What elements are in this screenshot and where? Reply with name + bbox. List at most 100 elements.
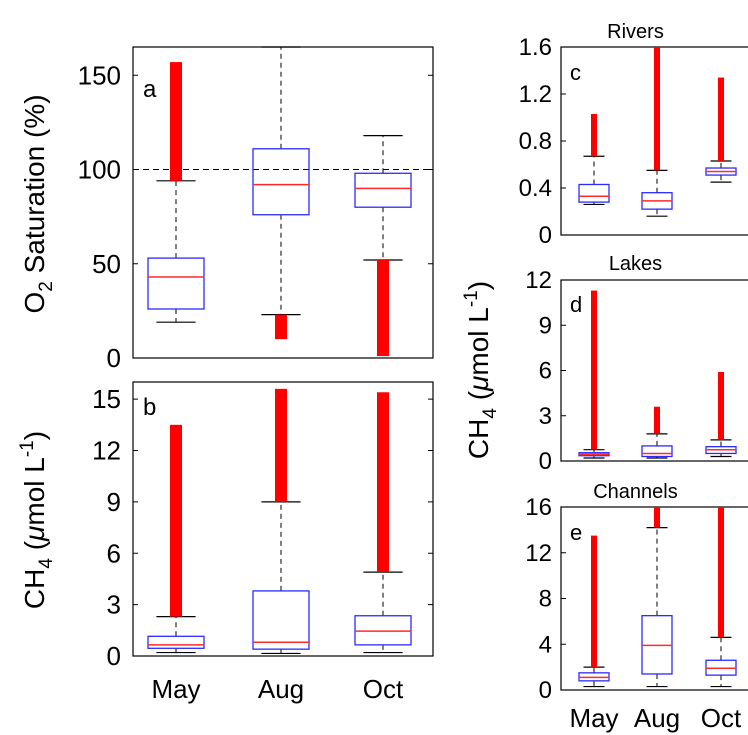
y-tick-label: 6 xyxy=(107,538,121,568)
y-tick-label: 9 xyxy=(539,312,552,339)
panel-c xyxy=(560,46,748,236)
panel-a xyxy=(132,46,434,359)
y-tick-label: 0.4 xyxy=(519,175,552,202)
outlier-stack xyxy=(170,62,182,181)
box-body xyxy=(252,148,310,216)
box-may xyxy=(578,290,610,459)
y-axis-label-b: CH4 (μmol L-1) xyxy=(17,431,57,609)
box-aug xyxy=(641,47,673,217)
box-body xyxy=(578,183,610,203)
box-body xyxy=(354,615,412,646)
panel-letter: a xyxy=(143,76,157,103)
outlier-stack xyxy=(591,113,597,157)
outlier-stack xyxy=(654,47,660,171)
outlier-stack xyxy=(591,290,597,450)
y-axis-label-b-part: CH xyxy=(19,569,50,609)
y-axis-label-right-part: mol L xyxy=(463,307,494,375)
box-body xyxy=(147,257,205,310)
y-tick-label: 0 xyxy=(539,677,552,704)
y-axis-label-right-part: 4 xyxy=(480,408,501,419)
y-axis-label-a-part: O xyxy=(19,292,50,314)
y-tick-label: 1.2 xyxy=(519,81,552,108)
box-oct xyxy=(705,507,737,688)
y-tick-label: 15 xyxy=(92,384,121,414)
outlier-stack xyxy=(377,259,389,357)
x-tick-label: Aug xyxy=(258,674,304,704)
y-axis-label-right-part: ( xyxy=(463,390,494,408)
y-axis-label-a-part: Saturation (%) xyxy=(19,94,50,281)
box-may xyxy=(147,424,205,654)
y-tick-label: 50 xyxy=(92,249,121,279)
panel-title: Lakes xyxy=(609,253,662,275)
x-tick-label: Oct xyxy=(363,674,404,704)
x-tick-label: May xyxy=(569,703,618,733)
y-axis-label-a: O2 Saturation (%) xyxy=(19,94,57,313)
x-tick-label: May xyxy=(151,674,200,704)
box-may xyxy=(578,113,610,206)
panel-letter: d xyxy=(570,292,582,317)
panel-d xyxy=(560,279,748,462)
y-axis-label-right-part: -1 xyxy=(461,290,482,307)
y-axis-label-b-part: mol L xyxy=(19,457,50,525)
panel-letter: c xyxy=(570,60,581,85)
box-oct xyxy=(705,77,737,183)
outlier-stack xyxy=(718,77,724,161)
panel-b-frame xyxy=(132,381,434,657)
outlier-stack xyxy=(170,424,182,617)
x-tick-label: Aug xyxy=(634,703,680,733)
panel-title: Rivers xyxy=(607,21,664,43)
panel-letter: b xyxy=(143,394,156,421)
y-tick-label: 0 xyxy=(107,641,121,671)
box-oct xyxy=(354,134,412,357)
y-axis-label-b-part: -1 xyxy=(17,440,38,457)
y-axis-label-b-part: ) xyxy=(19,431,50,440)
outlier-stack xyxy=(654,507,660,528)
y-axis-label-b-part: μ xyxy=(19,526,50,542)
y-tick-label: 9 xyxy=(107,487,121,517)
outlier-stack xyxy=(718,372,724,440)
y-axis-label-b-part: ( xyxy=(19,540,50,558)
box-body xyxy=(641,445,673,458)
y-axis-label-b-part: 4 xyxy=(36,558,57,569)
panel-b xyxy=(132,381,434,657)
outlier-stack xyxy=(718,507,724,638)
y-tick-label: 150 xyxy=(78,60,121,90)
box-aug xyxy=(641,507,673,688)
box-body xyxy=(354,172,412,208)
outlier-stack xyxy=(275,314,287,340)
y-tick-label: 12 xyxy=(525,540,552,567)
y-axis-label-right-part: μ xyxy=(463,376,494,392)
y-axis-label-right-part: CH xyxy=(463,419,494,459)
box-aug xyxy=(641,406,673,459)
box-body xyxy=(252,590,310,650)
outlier-stack xyxy=(654,406,660,434)
box-may xyxy=(147,62,205,323)
y-tick-label: 0 xyxy=(539,448,552,475)
panel-letter: e xyxy=(570,520,582,545)
y-tick-label: 100 xyxy=(78,155,121,185)
y-tick-label: 8 xyxy=(539,586,552,613)
y-tick-label: 4 xyxy=(539,631,552,658)
outlier-stack xyxy=(377,392,389,573)
y-tick-label: 0 xyxy=(539,222,552,249)
y-tick-label: 0 xyxy=(107,343,121,373)
y-tick-label: 12 xyxy=(92,436,121,466)
y-tick-label: 3 xyxy=(107,590,121,620)
y-axis-label-right: CH4 (μmol L-1) xyxy=(461,281,501,459)
panel-e xyxy=(560,506,748,691)
box-oct xyxy=(705,372,737,458)
outlier-stack xyxy=(591,535,597,668)
y-tick-label: 6 xyxy=(539,358,552,385)
y-tick-label: 12 xyxy=(525,267,552,294)
y-axis-label-right-part: ) xyxy=(463,281,494,290)
y-tick-label: 16 xyxy=(525,494,552,521)
outlier-stack xyxy=(275,388,287,502)
y-axis-label-a-part: 2 xyxy=(36,281,57,292)
y-tick-label: 0.8 xyxy=(519,128,552,155)
box-may xyxy=(578,535,610,688)
x-tick-label: Oct xyxy=(701,703,742,733)
box-oct xyxy=(354,392,412,654)
y-tick-label: 3 xyxy=(539,403,552,430)
box-aug xyxy=(252,388,310,655)
